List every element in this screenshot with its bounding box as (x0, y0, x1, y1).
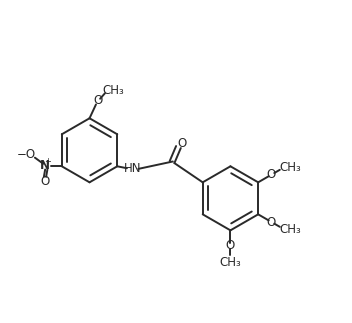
Text: +: + (45, 157, 51, 166)
Text: CH₃: CH₃ (279, 223, 301, 236)
Text: CH₃: CH₃ (220, 256, 241, 269)
Text: O: O (267, 168, 276, 181)
Text: CH₃: CH₃ (103, 84, 124, 97)
Text: N: N (40, 159, 50, 172)
Text: O: O (226, 239, 235, 252)
Text: O: O (94, 94, 103, 107)
Text: O: O (40, 174, 50, 188)
Text: −O: −O (17, 148, 36, 161)
Text: CH₃: CH₃ (279, 161, 301, 174)
Text: O: O (178, 137, 187, 150)
Text: HN: HN (124, 162, 142, 175)
Text: O: O (267, 215, 276, 228)
